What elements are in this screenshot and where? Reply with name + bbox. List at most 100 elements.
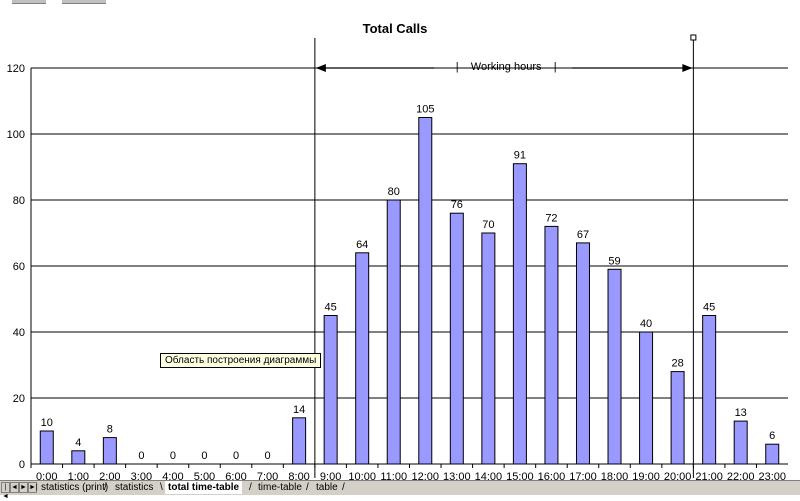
tab-table[interactable]: table — [316, 482, 338, 493]
bar — [544, 225, 559, 465]
x-tick-label: 8:00 — [288, 471, 309, 480]
x-tick-label: 14:00 — [475, 471, 503, 480]
bar — [418, 117, 433, 465]
x-tick-label: 18:00 — [601, 471, 629, 480]
x-tick-label: 9:00 — [320, 471, 341, 480]
x-tick-label: 23:00 — [758, 471, 786, 480]
x-tick-label: 15:00 — [506, 471, 534, 480]
bar — [575, 242, 590, 465]
y-tick-label: 120 — [7, 63, 25, 75]
x-tick-label: 3:00 — [131, 471, 152, 480]
data-label: 10 — [41, 417, 53, 429]
data-label: 13 — [735, 407, 747, 419]
bar — [702, 315, 717, 465]
tab-separator: / — [342, 482, 345, 493]
grid-layer — [30, 67, 788, 468]
bar — [607, 268, 622, 465]
bar — [765, 443, 780, 465]
last-sheet-button[interactable]: ►| — [28, 482, 38, 493]
x-tick-label: 0:00 — [36, 471, 57, 480]
y-tick-label: 80 — [13, 195, 25, 207]
data-label: 70 — [482, 219, 494, 231]
chart-title: Total Calls — [363, 21, 428, 36]
x-tick-label: 1:00 — [68, 471, 89, 480]
bar — [733, 420, 748, 465]
x-tick-label: 5:00 — [194, 471, 215, 480]
data-label: 6 — [769, 430, 775, 442]
data-label: 64 — [356, 239, 368, 251]
x-tick-label: 17:00 — [569, 471, 597, 480]
toolbar-button-fragment[interactable] — [12, 0, 46, 4]
x-tick-label: 7:00 — [257, 471, 278, 480]
bar — [512, 163, 527, 465]
x-tick-label: 19:00 — [632, 471, 660, 480]
y-tick-label: 0 — [19, 459, 25, 471]
data-label: 67 — [577, 229, 589, 241]
bar — [449, 212, 464, 465]
data-label: 0 — [138, 450, 144, 462]
annotation-layer: | | Working hours — [314, 34, 697, 478]
bar — [292, 417, 307, 465]
data-label: 91 — [514, 150, 526, 162]
y-tick-label: 20 — [13, 393, 25, 405]
data-label: 0 — [170, 450, 176, 462]
x-tick-label: 16:00 — [538, 471, 566, 480]
data-label: 8 — [107, 424, 113, 436]
data-label: 76 — [451, 199, 463, 211]
data-label: 14 — [293, 404, 305, 416]
tab-separator: / — [104, 482, 107, 493]
bar — [481, 232, 496, 465]
sheet-tab-bar: |◄ ◄ ► ►| statistics (print) / statistic… — [0, 480, 800, 500]
data-label: 80 — [388, 186, 400, 198]
data-label: 72 — [545, 212, 557, 224]
selection-handle — [690, 34, 697, 41]
data-label: 45 — [325, 302, 337, 314]
data-label: 0 — [233, 450, 239, 462]
x-tick-label: 21:00 — [695, 471, 723, 480]
x-tick-label: 20:00 — [664, 471, 692, 480]
bar — [355, 252, 370, 465]
data-label: 59 — [608, 255, 620, 267]
x-tick-label: 13:00 — [443, 471, 471, 480]
data-label: 28 — [671, 358, 683, 370]
chart-area[interactable]: Total Calls 0 20 40 60 80 100 120 10 0:00 4 1:00 8 2… — [0, 0, 800, 480]
x-tick-label: 22:00 — [727, 471, 755, 480]
tab-total-time-table[interactable]: total time-table — [165, 481, 243, 494]
tab-separator: / — [306, 482, 309, 493]
working-hours-left-bar: | — [456, 61, 459, 73]
tab-statistics-print[interactable]: statistics (print) — [41, 482, 109, 493]
left-arrowhead — [315, 64, 326, 72]
bar — [102, 437, 117, 465]
prev-sheet-button[interactable]: ◄ — [10, 482, 19, 493]
first-sheet-button[interactable]: |◄ — [1, 482, 10, 500]
tab-separator: / — [249, 482, 252, 493]
chart-svg: Total Calls 020406080100120100:0041:0082… — [7, 21, 788, 480]
bar — [670, 371, 685, 465]
labels-layer: 020406080100120100:0041:0082:0003:0004:0… — [7, 63, 786, 480]
x-tick-label: 12:00 — [412, 471, 440, 480]
toolbar-button-fragment[interactable] — [62, 0, 106, 4]
tab-time-table[interactable]: time-table — [258, 482, 302, 493]
plot-area-tooltip: Область построения диаграммы — [160, 353, 322, 368]
tab-statistics[interactable]: statistics — [115, 482, 154, 493]
x-tick-label: 2:00 — [99, 471, 120, 480]
top-toolbar-strip — [0, 0, 110, 4]
data-label: 0 — [265, 450, 271, 462]
tab-separator: \ — [160, 482, 163, 493]
data-label: 45 — [703, 302, 715, 314]
y-tick-label: 60 — [13, 261, 25, 273]
bar — [71, 450, 86, 465]
next-sheet-button[interactable]: ► — [19, 482, 28, 493]
working-hours-label: Working hours — [471, 61, 542, 73]
x-tick-label: 4:00 — [162, 471, 183, 480]
bar — [39, 430, 54, 465]
bar — [639, 331, 654, 465]
data-label: 4 — [75, 437, 81, 449]
x-tick-label: 6:00 — [225, 471, 246, 480]
working-hours-right-bar: | — [554, 61, 557, 73]
right-arrowhead — [682, 64, 693, 72]
x-tick-label: 11:00 — [380, 471, 407, 480]
data-label: 0 — [201, 450, 207, 462]
y-tick-label: 100 — [7, 129, 25, 141]
y-tick-label: 40 — [13, 327, 25, 339]
